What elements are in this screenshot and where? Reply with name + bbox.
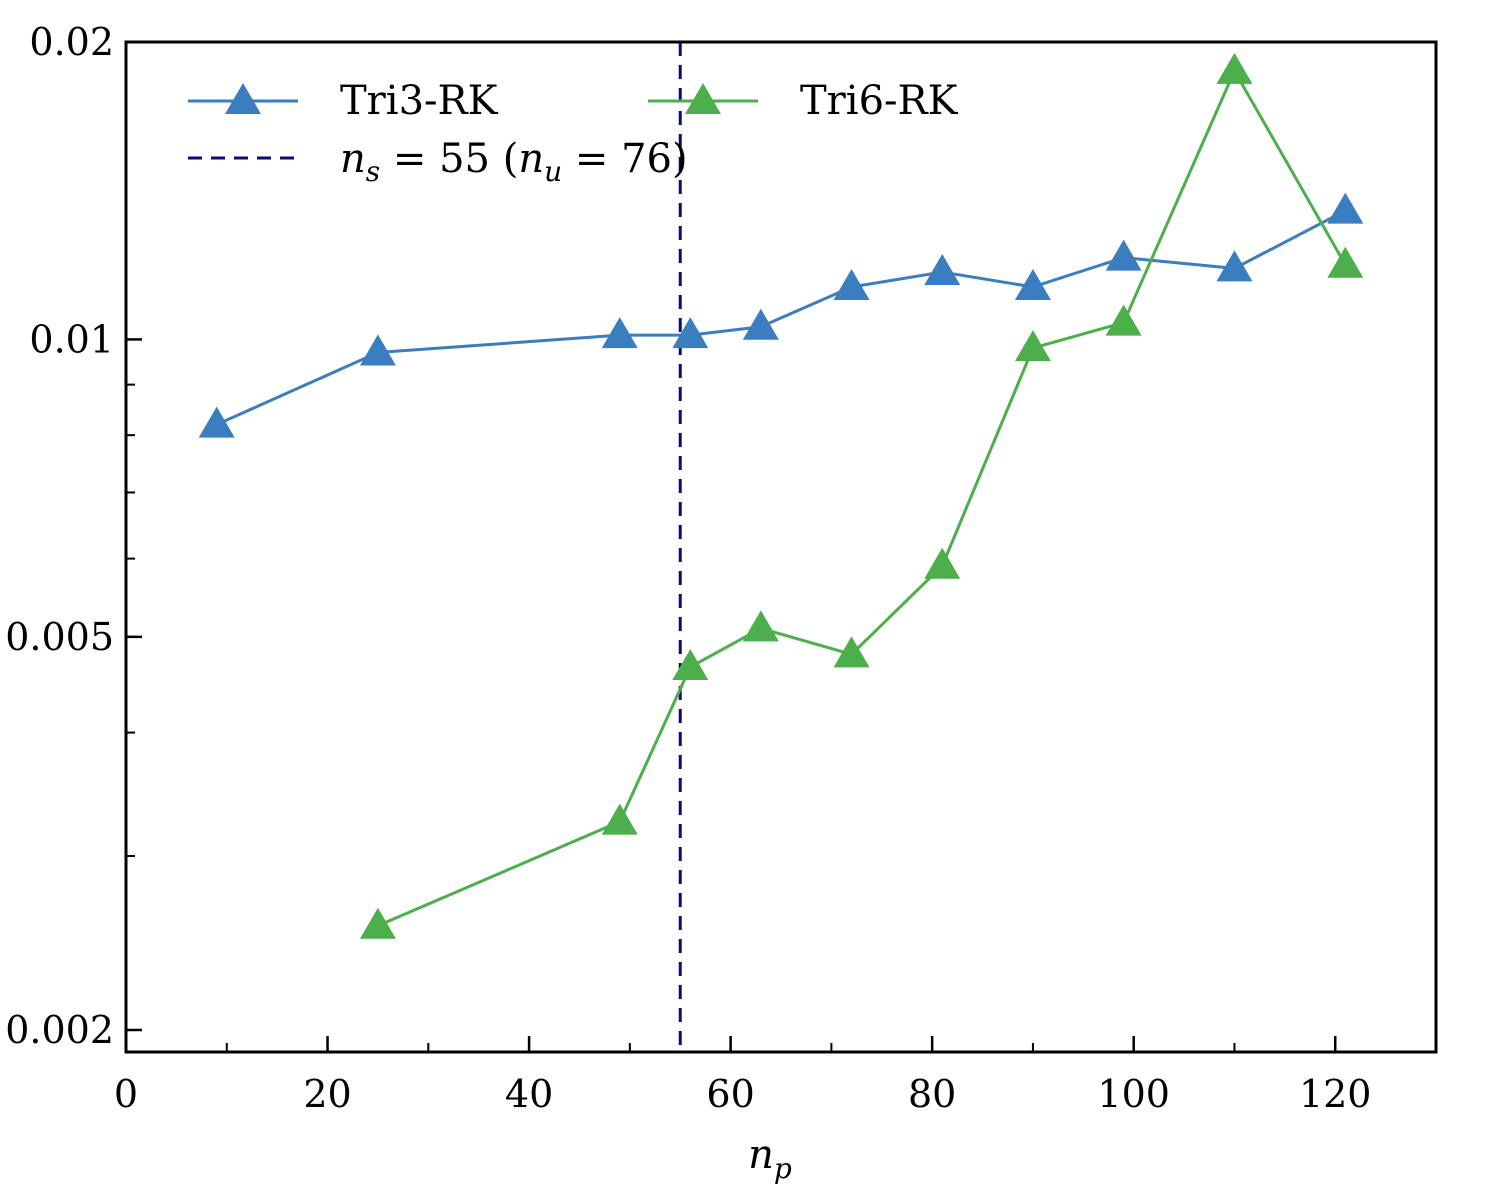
series-1-point-5 [924, 547, 961, 579]
legend-marker-tri6 [685, 83, 721, 114]
y-tick-label-3: 0.02 [29, 20, 114, 64]
y-tick-label-1: 0.005 [5, 615, 114, 659]
series-1-point-2 [672, 649, 709, 681]
legend-entry-tri6: Tri6-RK [648, 78, 959, 124]
legend-label-vline: ns = 55 (nu = 76) [340, 136, 688, 188]
series-0-point-4 [742, 308, 779, 340]
x-tick-label-3: 60 [706, 1072, 754, 1116]
series-0-point-6 [924, 254, 961, 286]
legend-label-tri6: Tri6-RK [800, 78, 959, 124]
series-1-point-9 [1327, 246, 1364, 278]
x-axis-label-subscript: p [774, 1152, 792, 1185]
series-1-point-7 [1105, 304, 1142, 336]
series-0-point-8 [1105, 239, 1142, 271]
legend-marker-tri3 [225, 83, 261, 114]
legend: Tri3-RK Tri6-RK ns = 55 (nu = 76) [188, 78, 959, 188]
series-0-point-0 [198, 406, 235, 438]
x-axis-label: np [748, 1132, 792, 1185]
x-tick-label-0: 0 [114, 1072, 138, 1116]
series-1-point-3 [742, 610, 779, 642]
series-1-point-4 [833, 636, 870, 668]
x-tick-label-6: 120 [1299, 1072, 1372, 1116]
series-1-point-8 [1216, 52, 1253, 84]
plot-frame [124, 40, 1438, 1054]
y-tick-label-0: 0.002 [5, 1008, 114, 1052]
series-0-point-3 [672, 317, 709, 349]
series-0-point-7 [1014, 268, 1051, 300]
series-1-point-1 [601, 803, 638, 835]
legend-entry-vline: ns = 55 (nu = 76) [188, 136, 688, 188]
series-1-point-6 [1014, 330, 1051, 362]
series-0-point-2 [601, 317, 638, 349]
series-0-point-1 [359, 334, 396, 366]
series-0-point-9 [1216, 250, 1253, 282]
x-tick-label-1: 20 [303, 1072, 351, 1116]
plot-area [198, 42, 1364, 1052]
series-0-point-10 [1327, 192, 1364, 224]
series-line-1 [377, 69, 1347, 928]
y-tick-label-2: 0.01 [29, 317, 114, 361]
axes: 0 20 40 60 80 100 120 0.002 0.005 0.01 0.02 [5, 20, 1438, 1116]
x-tick-label-4: 80 [908, 1072, 956, 1116]
series-1-point-0 [359, 907, 396, 939]
legend-label-tri3: Tri3-RK [340, 78, 499, 124]
x-tick-label-2: 40 [505, 1072, 553, 1116]
series-0-point-5 [833, 268, 870, 300]
x-tick-label-5: 100 [1097, 1072, 1170, 1116]
legend-entry-tri3: Tri3-RK [188, 78, 499, 124]
